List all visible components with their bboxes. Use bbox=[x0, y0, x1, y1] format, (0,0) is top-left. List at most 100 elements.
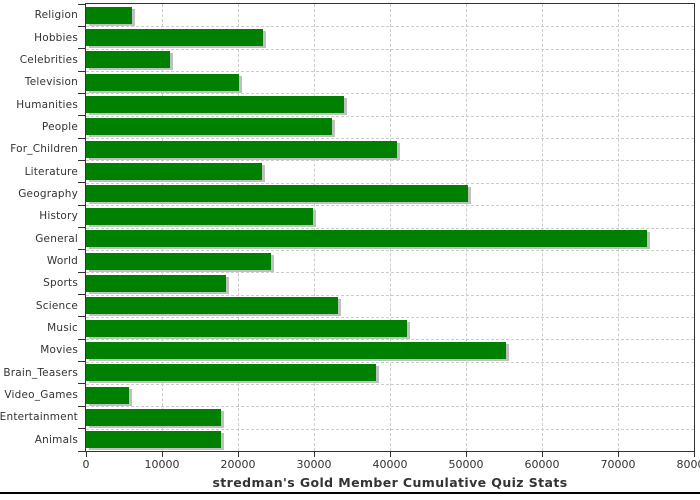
horizontal-gridline bbox=[86, 205, 694, 206]
y-axis-tick bbox=[78, 48, 85, 49]
vertical-gridline bbox=[542, 4, 543, 451]
bar-religion bbox=[86, 7, 132, 24]
chart-title: stredman's Gold Member Cumulative Quiz S… bbox=[212, 475, 568, 490]
bar-geography bbox=[86, 185, 468, 202]
x-tick-label-30000: 30000 bbox=[296, 458, 332, 471]
vertical-gridline bbox=[466, 4, 467, 451]
bar-history bbox=[86, 208, 313, 225]
bar-for_children bbox=[86, 141, 397, 158]
x-axis-tick bbox=[542, 452, 543, 457]
vertical-gridline bbox=[238, 4, 239, 451]
category-label-movies: Movies bbox=[40, 344, 78, 357]
y-axis-tick bbox=[78, 406, 85, 407]
category-label-religion: Religion bbox=[34, 9, 78, 22]
horizontal-gridline bbox=[86, 339, 694, 340]
horizontal-gridline bbox=[86, 317, 694, 318]
horizontal-gridline bbox=[86, 116, 694, 117]
x-tick-label-60000: 60000 bbox=[524, 458, 560, 471]
x-axis-tick bbox=[86, 452, 87, 457]
category-label-entertainment: Entertainment bbox=[0, 411, 78, 424]
bar-humanities bbox=[86, 96, 344, 113]
x-axis-tick bbox=[466, 452, 467, 457]
category-label-geography: Geography bbox=[18, 187, 78, 200]
bar-video_games bbox=[86, 387, 129, 404]
horizontal-gridline bbox=[86, 93, 694, 94]
y-axis-tick bbox=[78, 182, 85, 183]
category-label-literature: Literature bbox=[24, 165, 78, 178]
y-axis-tick bbox=[78, 339, 85, 340]
y-axis-tick bbox=[78, 93, 85, 94]
horizontal-gridline bbox=[86, 362, 694, 363]
bar-music bbox=[86, 320, 407, 337]
x-axis-tick bbox=[694, 452, 695, 457]
category-label-celebrities: Celebrities bbox=[19, 53, 78, 66]
bar-people bbox=[86, 118, 332, 135]
horizontal-gridline bbox=[86, 429, 694, 430]
bar-sports bbox=[86, 275, 226, 292]
y-axis-tick bbox=[78, 451, 85, 452]
horizontal-gridline bbox=[86, 406, 694, 407]
y-axis-tick bbox=[78, 383, 85, 384]
x-axis-tick bbox=[314, 452, 315, 457]
bar-entertainment bbox=[86, 409, 221, 426]
bar-hobbies bbox=[86, 29, 263, 46]
y-axis-tick bbox=[78, 115, 85, 116]
category-label-world: World bbox=[46, 255, 78, 268]
bar-television bbox=[86, 74, 239, 91]
vertical-gridline bbox=[162, 4, 163, 451]
category-label-general: General bbox=[35, 232, 78, 245]
x-axis-tick bbox=[618, 452, 619, 457]
vertical-gridline bbox=[618, 4, 619, 451]
bottom-border-line bbox=[0, 492, 700, 494]
category-label-people: People bbox=[41, 120, 78, 133]
bar-brain_teasers bbox=[86, 364, 376, 381]
category-label-history: History bbox=[39, 210, 78, 223]
y-axis-tick bbox=[78, 361, 85, 362]
horizontal-gridline bbox=[86, 183, 694, 184]
horizontal-gridline bbox=[86, 295, 694, 296]
category-label-video_games: Video_Games bbox=[4, 389, 78, 402]
category-label-hobbies: Hobbies bbox=[34, 31, 78, 44]
horizontal-gridline bbox=[86, 384, 694, 385]
bar-general bbox=[86, 230, 647, 247]
y-axis-tick bbox=[78, 249, 85, 250]
y-axis-tick bbox=[78, 4, 85, 5]
x-tick-label-40000: 40000 bbox=[372, 458, 408, 471]
y-axis-tick bbox=[78, 26, 85, 27]
horizontal-gridline bbox=[86, 71, 694, 72]
y-axis-tick bbox=[78, 428, 85, 429]
y-axis-tick bbox=[78, 160, 85, 161]
x-tick-label-70000: 70000 bbox=[600, 458, 636, 471]
x-axis-tick bbox=[162, 452, 163, 457]
horizontal-gridline bbox=[86, 49, 694, 50]
y-axis-tick bbox=[78, 227, 85, 228]
horizontal-gridline bbox=[86, 228, 694, 229]
category-label-animals: Animals bbox=[34, 433, 78, 446]
bar-literature bbox=[86, 163, 262, 180]
bar-celebrities bbox=[86, 51, 170, 68]
bar-world bbox=[86, 253, 271, 270]
vertical-gridline bbox=[390, 4, 391, 451]
horizontal-gridline bbox=[86, 26, 694, 27]
x-tick-label-20000: 20000 bbox=[220, 458, 256, 471]
category-label-brain_teasers: Brain_Teasers bbox=[3, 366, 78, 379]
bar-animals bbox=[86, 431, 221, 448]
category-label-music: Music bbox=[47, 322, 78, 335]
category-label-television: Television bbox=[24, 76, 78, 89]
category-label-sports: Sports bbox=[43, 277, 78, 290]
x-tick-label-50000: 50000 bbox=[448, 458, 484, 471]
x-axis-tick bbox=[238, 452, 239, 457]
y-axis-tick bbox=[78, 138, 85, 139]
bar-science bbox=[86, 297, 338, 314]
horizontal-gridline bbox=[86, 138, 694, 139]
category-label-humanities: Humanities bbox=[16, 98, 78, 111]
x-tick-label-0: 0 bbox=[82, 458, 90, 471]
vertical-gridline bbox=[314, 4, 315, 451]
horizontal-gridline bbox=[86, 160, 694, 161]
y-axis-tick bbox=[78, 294, 85, 295]
horizontal-gridline bbox=[86, 250, 694, 251]
category-label-science: Science bbox=[35, 299, 78, 312]
plot-area bbox=[85, 3, 695, 452]
x-axis-tick bbox=[390, 452, 391, 457]
